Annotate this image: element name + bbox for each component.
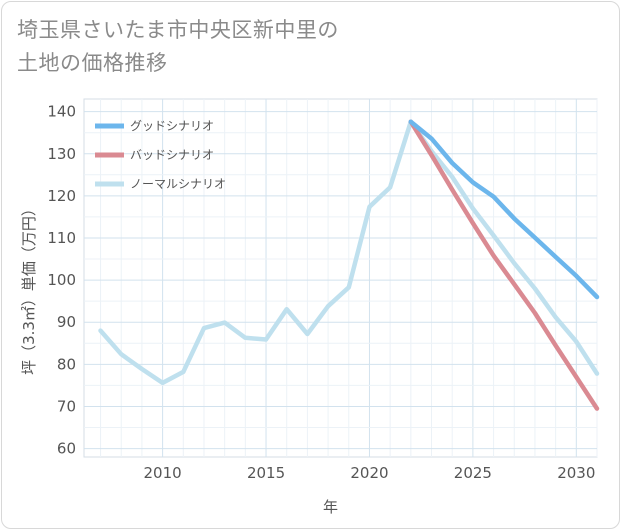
y-tick-label: 70	[57, 397, 76, 415]
chart-title: 埼玉県さいたま市中央区新中里の 土地の価格推移	[17, 14, 339, 80]
y-tick-label: 80	[57, 355, 76, 373]
grid-lines	[83, 98, 598, 458]
x-tick-label: 2015	[247, 464, 285, 482]
y-axis-label: 坪（3.3㎡）単価（万円）	[20, 201, 38, 375]
legend-label-0: グッドシナリオ	[130, 119, 214, 133]
y-tick-label: 120	[47, 187, 76, 205]
legend-label-2: ノーマルシナリオ	[130, 177, 226, 191]
y-tick-label: 60	[57, 440, 76, 458]
chart-title-line-1: 埼玉県さいたま市中央区新中里の	[17, 18, 339, 42]
y-tick-label: 110	[47, 229, 76, 247]
legend-label-1: バッドシナリオ	[130, 148, 214, 162]
series-line-0	[408, 119, 600, 300]
y-tick-label: 130	[47, 145, 76, 163]
x-tick-label: 2030	[557, 464, 595, 482]
chart-title-line-2: 土地の価格推移	[17, 51, 168, 75]
x-tick-label: 2020	[350, 464, 388, 482]
x-tick-label: 2025	[454, 464, 492, 482]
series-line-1	[408, 119, 600, 411]
series-line-2	[98, 119, 600, 386]
x-tick-label: 2010	[144, 464, 182, 482]
series-lines	[98, 119, 600, 411]
x-axis-label: 年	[323, 498, 338, 516]
y-tick-label: 100	[47, 271, 76, 289]
y-tick-label: 90	[57, 313, 76, 331]
axis-ticks: 2010 2015 2020 2025 2030 60 70 80 90 100 110 120 130…	[47, 103, 595, 482]
y-tick-label: 140	[47, 103, 76, 121]
